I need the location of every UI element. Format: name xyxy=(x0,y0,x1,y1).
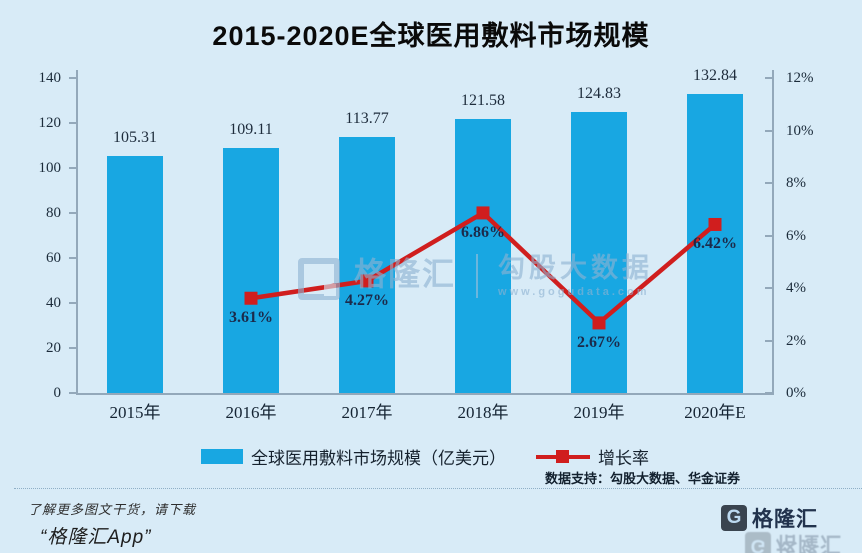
left-axis-line xyxy=(76,70,78,393)
x-axis-label: 2015年 xyxy=(109,403,161,422)
growth-value-label: 4.27% xyxy=(345,291,389,309)
left-axis-tick xyxy=(69,167,77,169)
brand-footer: G 格隆汇 G 格隆汇 xyxy=(721,503,842,553)
left-axis-tick-label: 60 xyxy=(46,250,61,266)
left-axis-tick xyxy=(69,122,77,124)
bar-value-label: 124.83 xyxy=(577,85,621,103)
growth-value-label: 2.67% xyxy=(577,333,621,351)
left-axis-tick-label: 20 xyxy=(46,340,61,356)
right-axis-tick xyxy=(765,287,773,289)
brand-name-reflection: 格隆汇 xyxy=(776,532,842,553)
bar xyxy=(339,137,395,393)
legend-item-line: 增长率 xyxy=(536,444,649,469)
data-support-note: 数据支持：勾股大数据、华金证券 xyxy=(544,471,740,486)
legend-item-bar-label: 全球医用敷料市场规模（亿美元） xyxy=(251,449,506,468)
bar xyxy=(455,119,511,393)
bar xyxy=(571,112,627,393)
brand-name: 格隆汇 xyxy=(752,508,818,531)
left-axis-tick-label: 80 xyxy=(46,205,61,221)
promo-line1: 了解更多图文干货，请下载 xyxy=(28,502,197,517)
x-axis-label: 2019年 xyxy=(573,403,625,422)
right-axis-tick-label: 6% xyxy=(786,227,806,244)
bar xyxy=(107,156,163,393)
bar-value-label: 109.11 xyxy=(229,120,273,138)
brand-row: G 格隆汇 xyxy=(721,503,842,533)
x-axis-label: 2020年E xyxy=(684,403,746,422)
x-axis-label: 2016年 xyxy=(225,403,277,422)
growth-marker xyxy=(476,206,490,220)
bar-value-label: 105.31 xyxy=(113,129,157,147)
right-axis-tick xyxy=(765,234,773,237)
footer-divider xyxy=(14,488,862,489)
left-axis-tick xyxy=(69,302,77,304)
growth-value-label: 6.42% xyxy=(693,235,737,253)
left-axis-tick-label: 40 xyxy=(46,295,61,311)
legend: 全球医用敷料市场规模（亿美元） 增长率 xyxy=(77,444,773,469)
gelonghui-logo-icon: G xyxy=(721,505,747,531)
gelonghui-logo-reflection-icon: G xyxy=(745,532,771,553)
growth-marker xyxy=(244,291,258,305)
promo-line2: “格隆汇App” xyxy=(40,527,152,548)
bar-value-label: 121.58 xyxy=(461,92,505,110)
right-axis-tick-label: 4% xyxy=(786,280,806,296)
right-axis-tick-label: 0% xyxy=(786,385,806,401)
x-axis-line xyxy=(76,393,774,395)
left-axis-tick xyxy=(69,347,77,349)
chart-title: 2015-2020E全球医用敷料市场规模 xyxy=(212,21,650,51)
left-axis-tick xyxy=(69,392,77,394)
left-axis-tick-label: 120 xyxy=(38,115,62,131)
right-axis-tick xyxy=(765,77,773,79)
right-axis-tick-label: 2% xyxy=(786,332,806,349)
growth-marker xyxy=(708,217,722,231)
left-axis-tick xyxy=(69,212,77,214)
growth-value-label: 6.86% xyxy=(461,223,505,241)
promo-block: 了解更多图文干货，请下载 “格隆汇App” xyxy=(28,499,196,549)
right-axis-tick xyxy=(765,182,773,184)
brand-row-reflection: G 格隆汇 xyxy=(745,530,842,553)
left-axis-tick-label: 100 xyxy=(38,160,62,176)
growth-marker xyxy=(360,274,374,288)
left-axis-tick-label: 0 xyxy=(53,385,62,401)
left-axis-tick-label: 140 xyxy=(38,70,62,86)
growth-marker xyxy=(592,316,606,330)
right-axis-line xyxy=(772,70,774,393)
legend-square-marker xyxy=(556,450,569,463)
right-axis-tick-label: 8% xyxy=(786,175,806,191)
legend-item-bar: 全球医用敷料市场规模（亿美元） xyxy=(201,444,506,469)
x-axis-label: 2017年 xyxy=(341,403,393,422)
left-axis-tick xyxy=(69,257,77,259)
bar-value-label: 132.84 xyxy=(693,67,737,85)
legend-item-line-label: 增长率 xyxy=(598,449,649,468)
right-axis-tick-label: 12% xyxy=(786,70,814,86)
line-series-marker-icon xyxy=(536,449,590,464)
right-axis-tick xyxy=(765,129,773,132)
x-axis-label: 2018年 xyxy=(457,403,509,422)
growth-value-label: 3.61% xyxy=(229,309,273,327)
bar xyxy=(687,94,743,393)
bar-value-label: 113.77 xyxy=(345,110,389,128)
bar xyxy=(223,147,279,393)
right-axis-tick xyxy=(765,339,773,342)
left-axis-tick xyxy=(69,77,77,79)
right-axis-tick xyxy=(765,392,773,394)
right-axis-tick-label: 10% xyxy=(786,122,814,139)
bar-series-swatch-icon xyxy=(201,449,243,464)
